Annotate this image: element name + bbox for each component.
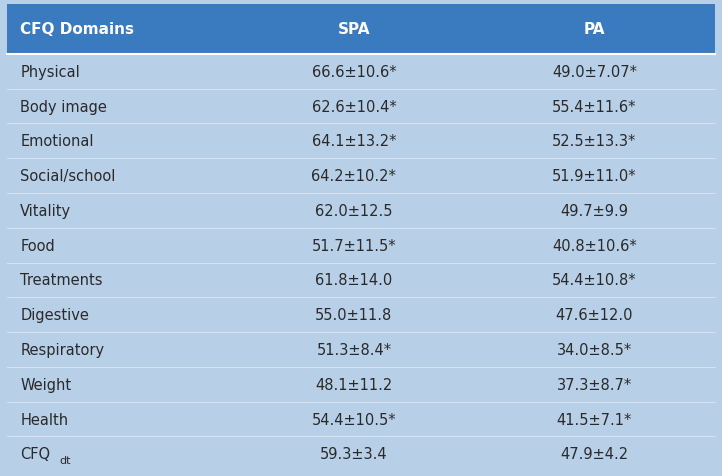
Text: Treatments: Treatments: [20, 273, 103, 288]
Text: 66.6±10.6*: 66.6±10.6*: [312, 65, 396, 79]
Text: dt: dt: [59, 455, 71, 465]
Text: Emotional: Emotional: [20, 134, 94, 149]
Bar: [7, 228, 715, 263]
Text: 37.3±8.7*: 37.3±8.7*: [557, 377, 632, 392]
Text: 47.6±12.0: 47.6±12.0: [556, 307, 633, 323]
Bar: [7, 332, 715, 367]
Text: 62.6±10.4*: 62.6±10.4*: [312, 99, 396, 114]
Text: Respiratory: Respiratory: [20, 342, 105, 357]
Text: 34.0±8.5*: 34.0±8.5*: [557, 342, 632, 357]
Text: 51.9±11.0*: 51.9±11.0*: [552, 169, 637, 184]
Text: 40.8±10.6*: 40.8±10.6*: [552, 238, 637, 253]
Text: Social/school: Social/school: [20, 169, 116, 184]
Bar: [7, 367, 715, 402]
Text: 54.4±10.8*: 54.4±10.8*: [552, 273, 637, 288]
Bar: [7, 436, 715, 471]
Text: 49.7±9.9: 49.7±9.9: [560, 203, 628, 218]
Bar: [7, 263, 715, 298]
Bar: [7, 55, 715, 89]
Bar: [7, 5, 715, 55]
Text: 62.0±12.5: 62.0±12.5: [316, 203, 393, 218]
Text: 48.1±11.2: 48.1±11.2: [316, 377, 393, 392]
Text: Digestive: Digestive: [20, 307, 89, 323]
Text: Body image: Body image: [20, 99, 107, 114]
Text: 47.9±4.2: 47.9±4.2: [560, 446, 629, 461]
Bar: [7, 89, 715, 124]
Text: 41.5±7.1*: 41.5±7.1*: [557, 412, 632, 426]
Text: 49.0±7.07*: 49.0±7.07*: [552, 65, 637, 79]
Text: 51.7±11.5*: 51.7±11.5*: [312, 238, 396, 253]
Text: 54.4±10.5*: 54.4±10.5*: [312, 412, 396, 426]
Text: 55.0±11.8: 55.0±11.8: [316, 307, 393, 323]
Text: 55.4±11.6*: 55.4±11.6*: [552, 99, 637, 114]
Text: Food: Food: [20, 238, 55, 253]
Text: 59.3±3.4: 59.3±3.4: [320, 446, 388, 461]
Text: 52.5±13.3*: 52.5±13.3*: [552, 134, 637, 149]
Bar: [7, 159, 715, 194]
Text: 51.3±8.4*: 51.3±8.4*: [316, 342, 391, 357]
Bar: [7, 194, 715, 228]
Text: 64.2±10.2*: 64.2±10.2*: [311, 169, 396, 184]
Text: Health: Health: [20, 412, 69, 426]
Text: SPA: SPA: [338, 22, 370, 37]
Text: Physical: Physical: [20, 65, 80, 79]
Text: CFQ: CFQ: [20, 446, 51, 461]
Text: PA: PA: [584, 22, 605, 37]
Text: 61.8±14.0: 61.8±14.0: [316, 273, 393, 288]
Bar: [7, 402, 715, 436]
Text: Weight: Weight: [20, 377, 71, 392]
Bar: [7, 298, 715, 332]
Text: 64.1±13.2*: 64.1±13.2*: [312, 134, 396, 149]
Text: Vitality: Vitality: [20, 203, 71, 218]
Bar: [7, 124, 715, 159]
Text: CFQ Domains: CFQ Domains: [20, 22, 134, 37]
